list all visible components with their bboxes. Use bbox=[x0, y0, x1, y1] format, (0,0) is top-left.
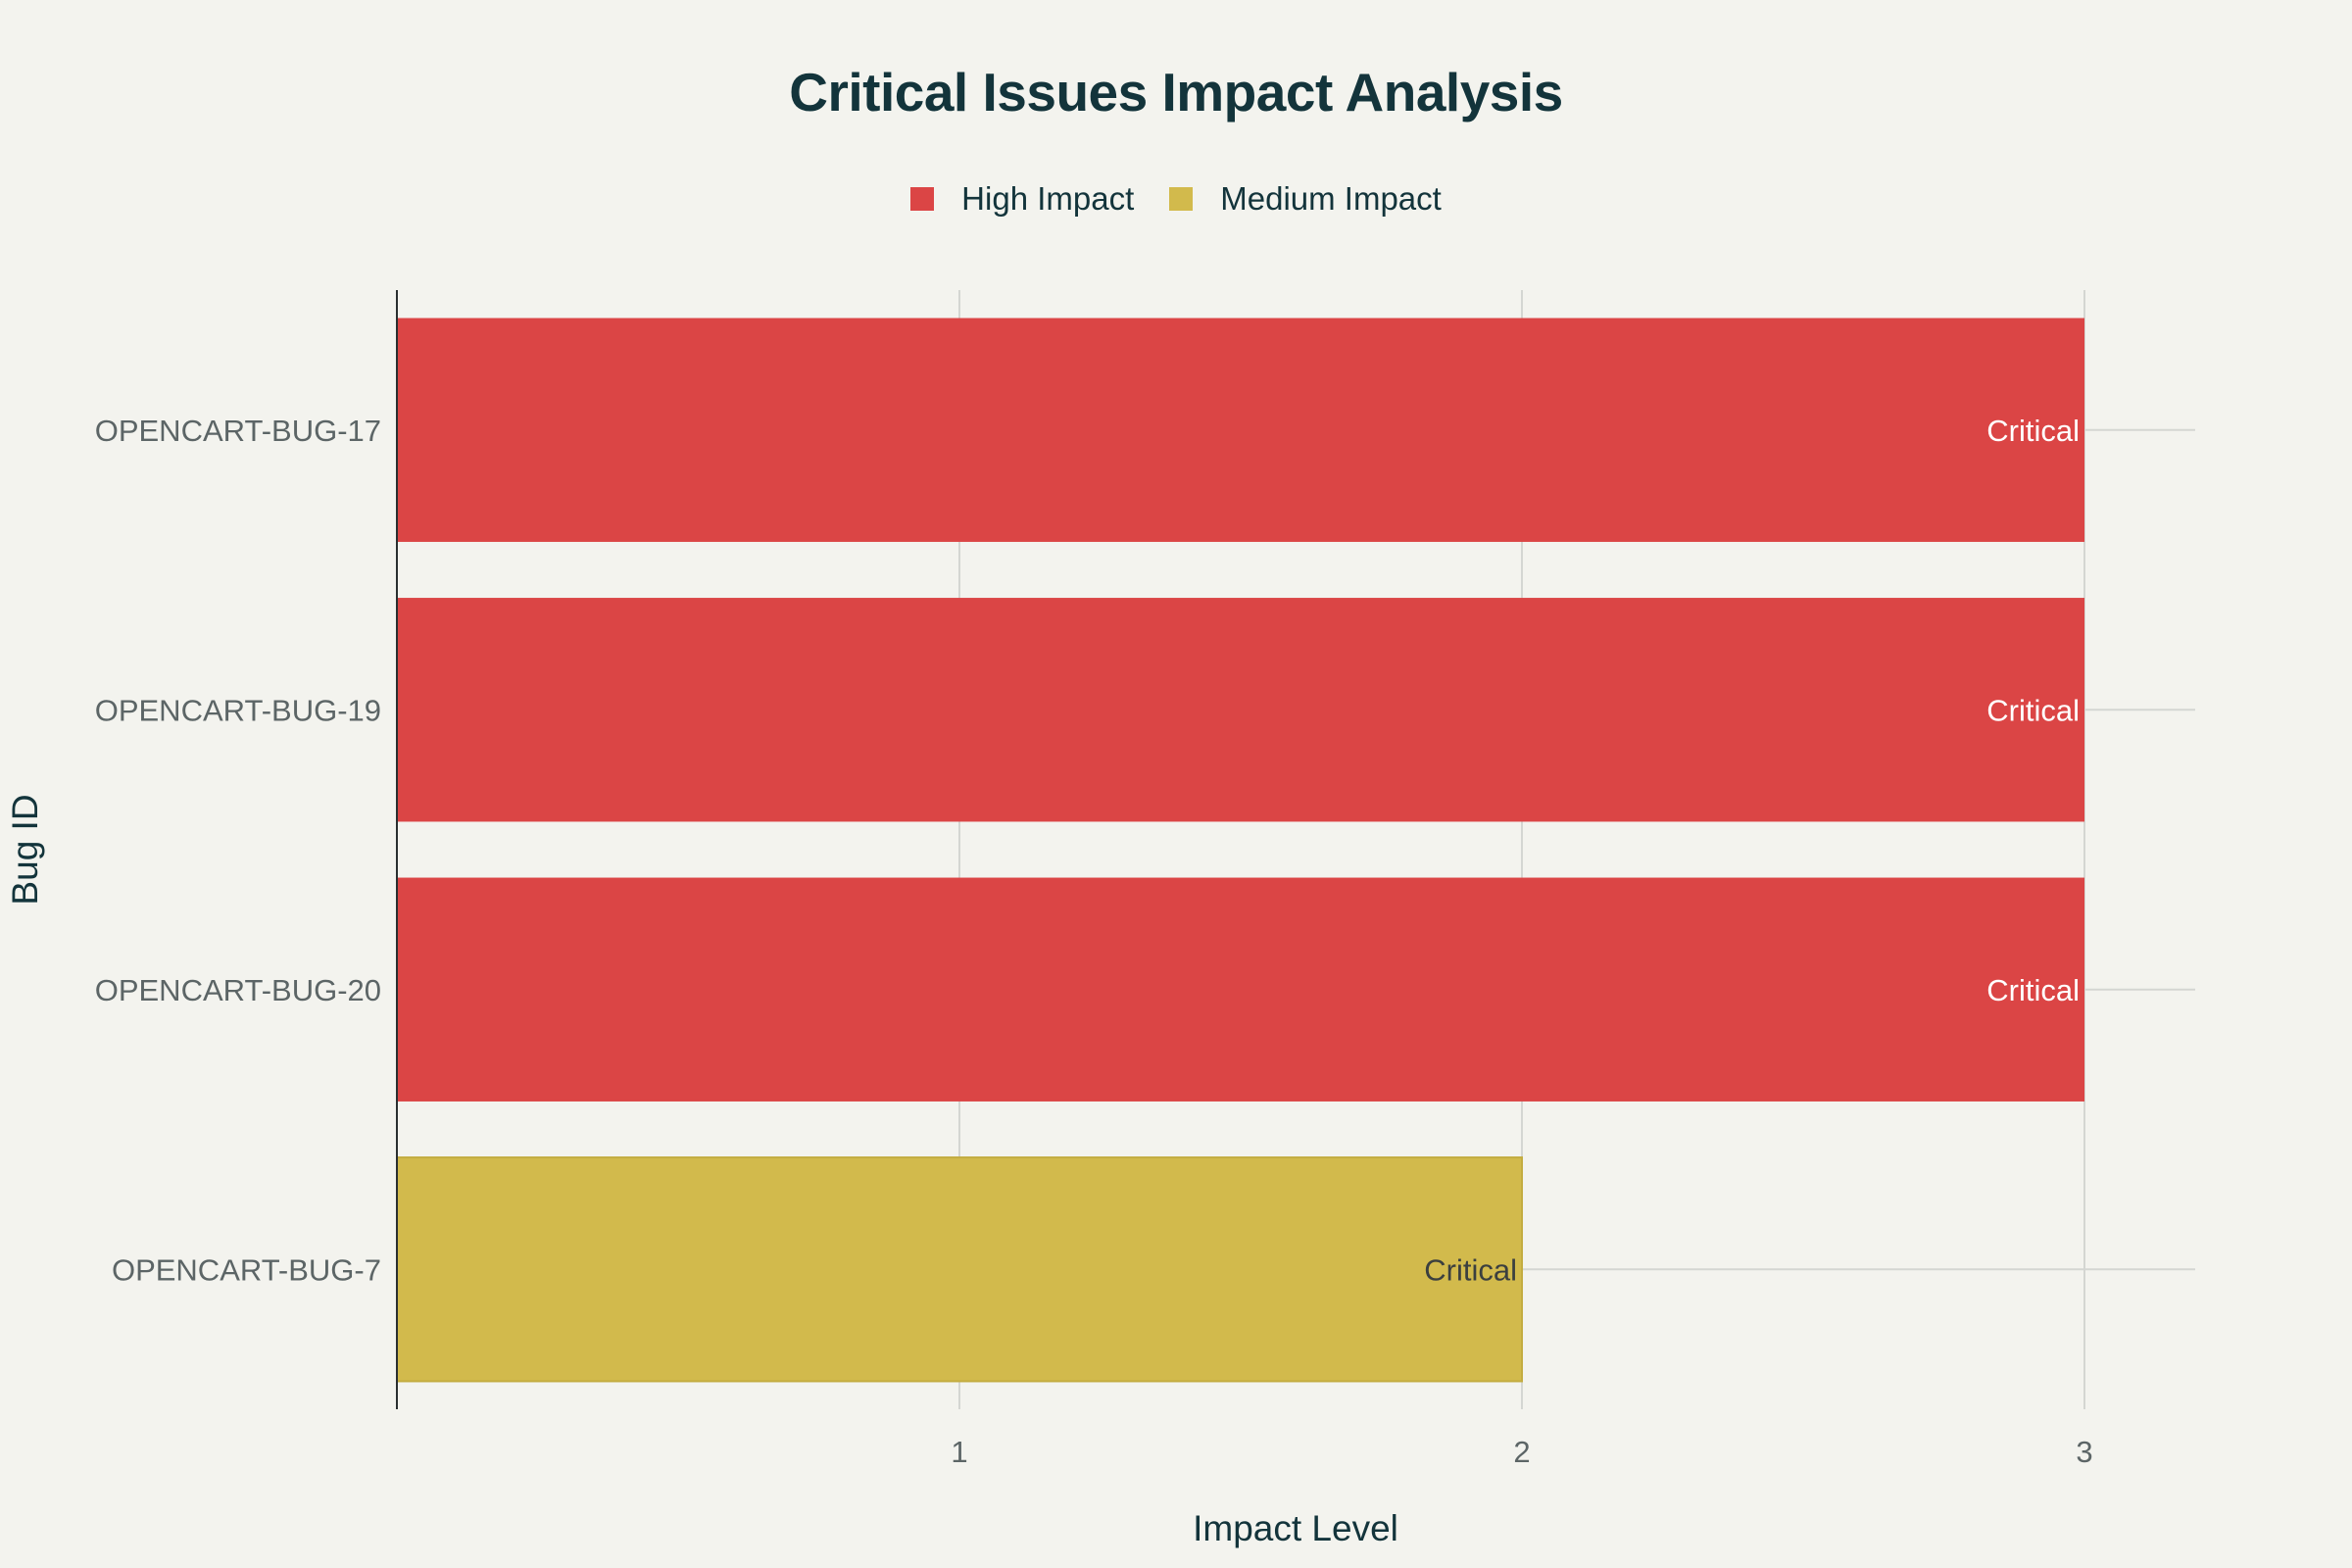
y-tick-label: OPENCART-BUG-17 bbox=[95, 414, 381, 448]
y-tick-label: OPENCART-BUG-7 bbox=[112, 1252, 381, 1287]
bar-data-label: Critical bbox=[1986, 693, 2080, 727]
legend-item-high-impact[interactable]: High Impact bbox=[910, 180, 1134, 218]
legend-item-medium-impact[interactable]: Medium Impact bbox=[1169, 180, 1442, 218]
bar bbox=[397, 877, 2084, 1102]
legend-label-high-impact: High Impact bbox=[961, 180, 1135, 217]
bar-data-label: Critical bbox=[1986, 414, 2080, 448]
bars: Critical Critical Critical Critical bbox=[396, 318, 2084, 1383]
y-tick-label: OPENCART-BUG-20 bbox=[95, 973, 381, 1007]
bar-data-label: Critical bbox=[1986, 973, 2080, 1007]
legend: High Impact Medium Impact bbox=[0, 180, 2352, 218]
chart-title: Critical Issues Impact Analysis bbox=[789, 62, 1563, 122]
x-tick-label: 2 bbox=[1513, 1435, 1530, 1469]
y-axis-title: Bug ID bbox=[5, 794, 45, 905]
x-axis: 1 2 3 bbox=[951, 1435, 2092, 1469]
x-axis-title: Impact Level bbox=[1193, 1508, 1398, 1548]
bar bbox=[397, 598, 2084, 822]
legend-swatch-high-impact bbox=[910, 187, 935, 211]
x-tick-label: 1 bbox=[951, 1435, 967, 1469]
bar bbox=[396, 1156, 1523, 1383]
x-tick-label: 3 bbox=[2076, 1435, 2092, 1469]
y-tick-label: OPENCART-BUG-19 bbox=[95, 693, 381, 727]
legend-label-medium-impact: Medium Impact bbox=[1220, 180, 1442, 217]
legend-swatch-medium-impact bbox=[1169, 187, 1194, 211]
bar bbox=[397, 318, 2084, 542]
bar-data-label: Critical bbox=[1424, 1252, 1517, 1287]
y-axis: OPENCART-BUG-17 OPENCART-BUG-19 OPENCART-B… bbox=[95, 290, 398, 1409]
